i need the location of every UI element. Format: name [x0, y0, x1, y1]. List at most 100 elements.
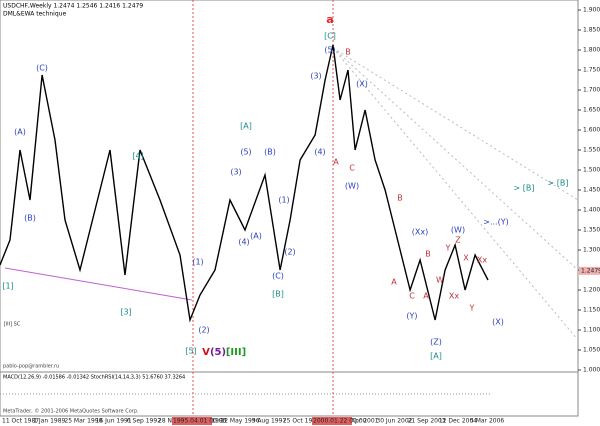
wave-label: (2): [198, 326, 209, 335]
main-panel: [0, 0, 579, 373]
y-tick-label: 1.7500: [583, 67, 600, 74]
wave-label: (5): [210, 347, 226, 358]
trend-line: [4, 267, 193, 301]
wave-label: (4): [314, 148, 325, 157]
wave-label: (1): [192, 258, 203, 267]
x-tick-label: 16 Jun 1991: [96, 418, 132, 425]
wave-label: (Xx): [412, 228, 428, 237]
wave-label: X: [463, 254, 469, 263]
wave-label: [4]: [132, 152, 143, 161]
wave-label: [A]: [240, 122, 252, 131]
y-tick-label: 1.6500: [583, 107, 600, 114]
x-tick-label: 3 Aug 1997: [252, 418, 287, 425]
wave-label: (5): [324, 46, 335, 55]
x-tick-label: 25 Oct 1998: [283, 418, 320, 425]
wave-label: (5): [240, 148, 251, 157]
y-tick-label: 1.9000: [583, 7, 600, 14]
x-tick-label: 21 Sep 2003: [408, 418, 446, 425]
wave-label: (C): [36, 64, 48, 73]
wave-label: (B): [24, 214, 36, 223]
x-tick-label: 11 Oct 1987: [2, 418, 39, 425]
wave-label: (3): [230, 168, 241, 177]
y-tick-label: 1.4000: [583, 207, 600, 214]
last-price-box: [579, 266, 600, 275]
y-tick-label: 1.3000: [583, 247, 600, 254]
price-line: [0, 44, 489, 323]
x-tick-label: 1 Jan 1989: [33, 418, 65, 425]
y-tick-label: 1.5000: [583, 167, 600, 174]
wave-label: > [B]: [514, 184, 535, 193]
x-tick-label: 12 May 1996: [220, 418, 259, 425]
wave-label: Xx: [449, 292, 459, 301]
y-tick-label: 1.1500: [583, 307, 600, 314]
cursor-date-box: [172, 417, 212, 425]
fan-line: [332, 47, 579, 201]
wave-label: (3): [310, 72, 321, 81]
wave-label: [III]: [226, 347, 246, 358]
wave-label: (Z): [430, 338, 442, 347]
wave-label: (X): [356, 80, 368, 89]
y-tick-label: 1.0500: [583, 347, 600, 354]
wave-label: Y: [445, 244, 451, 253]
wave-label: [III] SC: [4, 322, 21, 328]
wave-label: B: [425, 250, 431, 259]
y-tick-label: 1.3500: [583, 227, 600, 234]
wave-label: Y: [469, 304, 475, 313]
wave-label: (X): [492, 318, 504, 327]
x-tick-label: 25 Mar 1990: [64, 418, 102, 425]
wave-label: (W): [345, 182, 359, 191]
wave-label: B: [345, 48, 351, 57]
x-tick-label: 5 Mar 2006: [470, 418, 504, 425]
fan-line: [332, 47, 579, 271]
wave-label: [B]: [272, 290, 284, 299]
wave-label: W: [436, 276, 444, 285]
cursor-date: 2000.01.22 00:00: [313, 418, 367, 425]
wave-label: >...(Y): [483, 218, 508, 227]
wave-label: A: [333, 158, 339, 167]
wave-label: a: [326, 13, 333, 26]
symbol-header: USDCHF,Weekly 1.2474 1.2546 1.2416 1.247…: [3, 3, 143, 10]
wave-label: C: [349, 164, 355, 173]
indicator-title: MACD(12,26,9) -0.01586 -0.01342 StochRSI…: [3, 375, 185, 381]
y-tick-label: 1.1000: [583, 327, 600, 334]
wave-label: [1]: [2, 282, 13, 291]
email: pablo-pop@rambler.ru: [3, 364, 59, 370]
wave-label: (W): [451, 226, 465, 235]
y-tick-label: 1.5500: [583, 147, 600, 154]
wave-label: Z: [455, 236, 461, 245]
x-tick-label: 12 Dec 2004: [439, 418, 478, 425]
y-tick-label: 1.0000: [583, 367, 600, 374]
wave-label: C: [409, 292, 415, 301]
cursor-date-box: [312, 417, 352, 425]
wave-label: [A]: [430, 352, 442, 361]
footer: MetaTrader, © 2001-2006 MetaQuotes Softw…: [3, 408, 139, 415]
wave-label: [C]: [324, 32, 336, 41]
wave-label: (A): [14, 128, 26, 137]
x-tick-label: 8 Apr 2001: [345, 418, 378, 425]
wave-label: A: [391, 278, 397, 287]
x-tick-label: 6 Sep 1992: [127, 418, 161, 425]
y-tick-label: 1.8500: [583, 27, 600, 34]
y-tick-label: 1.8000: [583, 47, 600, 54]
wave-label: (C): [272, 272, 284, 281]
cursor-date: 1995.04.01 00:00: [173, 418, 227, 425]
y-tick-label: 1.7000: [583, 87, 600, 94]
wave-label: (B): [264, 148, 276, 157]
wave-label: Xx: [477, 256, 487, 265]
wave-label: B: [397, 194, 403, 203]
wave-label: V: [202, 347, 210, 358]
wave-label: (4): [238, 238, 249, 247]
subtitle: DML&EWA technique: [3, 11, 66, 18]
wave-label: [3]: [120, 308, 131, 317]
wave-label: > [B]: [548, 179, 569, 188]
y-tick-label: 1.4500: [583, 187, 600, 194]
wave-label: (2): [284, 248, 295, 257]
wave-label: (Y): [406, 312, 417, 321]
wave-label: (1): [278, 196, 289, 205]
fan-line: [332, 47, 579, 341]
last-price-label: 1.2479: [581, 267, 600, 274]
wave-label: A: [423, 292, 429, 301]
y-tick-label: 1.6000: [583, 127, 600, 134]
wave-label: (A): [250, 232, 262, 241]
